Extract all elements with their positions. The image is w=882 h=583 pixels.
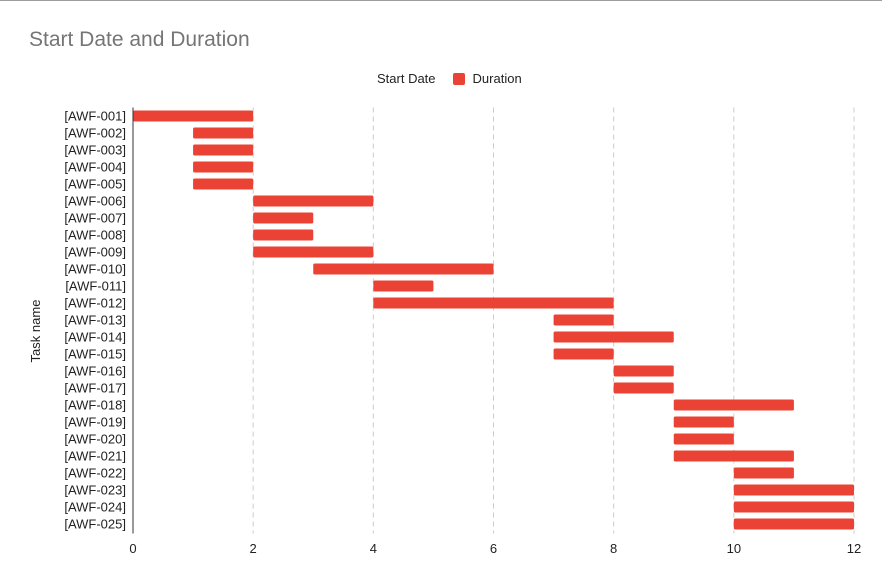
y-tick-label-14: [AWF-015] xyxy=(64,347,126,362)
bar-duration-4 xyxy=(193,178,254,190)
y-tick-label-11: [AWF-012] xyxy=(64,296,126,311)
y-axis-title: Task name xyxy=(28,300,43,363)
bar-duration-5 xyxy=(253,195,374,207)
legend: Start Date Duration xyxy=(377,71,522,86)
legend-swatch-duration xyxy=(452,72,465,85)
y-tick-label-3: [AWF-004] xyxy=(64,160,126,175)
legend-label-duration: Duration xyxy=(472,71,522,86)
bar-duration-22 xyxy=(733,484,854,496)
bar-duration-23 xyxy=(733,501,854,513)
bar-duration-8 xyxy=(253,246,374,258)
bar-duration-7 xyxy=(253,229,314,241)
bar-duration-24 xyxy=(733,518,854,530)
y-tick-label-0: [AWF-001] xyxy=(64,109,126,124)
y-tick-label-21: [AWF-022] xyxy=(64,466,126,481)
x-tick-label-6: 12 xyxy=(847,541,861,556)
y-tick-label-24: [AWF-025] xyxy=(64,517,126,532)
bar-duration-2 xyxy=(193,144,254,156)
y-tick-label-17: [AWF-018] xyxy=(64,398,126,413)
y-tick-label-2: [AWF-003] xyxy=(64,143,126,158)
y-tick-label-19: [AWF-020] xyxy=(64,432,126,447)
bar-duration-6 xyxy=(253,212,314,224)
y-tick-label-10: [AWF-011] xyxy=(65,279,126,294)
y-tick-label-9: [AWF-010] xyxy=(64,262,126,277)
legend-label-start-date: Start Date xyxy=(377,71,436,86)
y-tick-label-12: [AWF-013] xyxy=(64,313,126,328)
bar-duration-14 xyxy=(553,348,614,360)
bar-duration-10 xyxy=(373,280,434,292)
y-tick-label-16: [AWF-017] xyxy=(64,381,126,396)
y-tick-label-23: [AWF-024] xyxy=(64,500,126,515)
bar-duration-18 xyxy=(673,416,734,428)
x-tick-label-0: 0 xyxy=(129,541,136,556)
y-tick-label-4: [AWF-005] xyxy=(64,177,126,192)
chart-title: Start Date and Duration xyxy=(29,28,250,51)
bar-duration-0 xyxy=(133,110,254,122)
y-tick-label-18: [AWF-019] xyxy=(64,415,126,430)
x-tick-label-2: 4 xyxy=(370,541,377,556)
x-tick-label-3: 6 xyxy=(490,541,497,556)
legend-item-duration[interactable]: Duration xyxy=(452,71,522,86)
y-tick-label-1: [AWF-002] xyxy=(64,126,126,141)
x-tick-label-1: 2 xyxy=(250,541,257,556)
y-tick-label-22: [AWF-023] xyxy=(64,483,126,498)
y-tick-label-15: [AWF-016] xyxy=(64,364,126,379)
y-tick-label-6: [AWF-007] xyxy=(64,211,126,226)
bar-duration-21 xyxy=(733,467,794,479)
bar-duration-19 xyxy=(673,433,734,445)
y-tick-label-20: [AWF-021] xyxy=(64,449,126,464)
bar-duration-3 xyxy=(193,161,254,173)
bar-duration-16 xyxy=(613,382,674,394)
y-tick-label-8: [AWF-009] xyxy=(64,245,126,260)
bar-duration-15 xyxy=(613,365,674,377)
legend-item-start-date[interactable]: Start Date xyxy=(377,71,436,86)
bar-duration-9 xyxy=(313,263,494,275)
y-tick-label-5: [AWF-006] xyxy=(64,194,126,209)
x-tick-label-5: 10 xyxy=(727,541,741,556)
bar-duration-17 xyxy=(673,399,794,411)
bar-duration-20 xyxy=(673,450,794,462)
bar-duration-1 xyxy=(193,127,254,139)
bar-duration-13 xyxy=(553,331,674,343)
bar-duration-11 xyxy=(373,297,614,309)
y-tick-label-13: [AWF-014] xyxy=(64,330,126,345)
x-tick-label-4: 8 xyxy=(610,541,617,556)
y-tick-label-7: [AWF-008] xyxy=(64,228,126,243)
bar-duration-12 xyxy=(553,314,614,326)
